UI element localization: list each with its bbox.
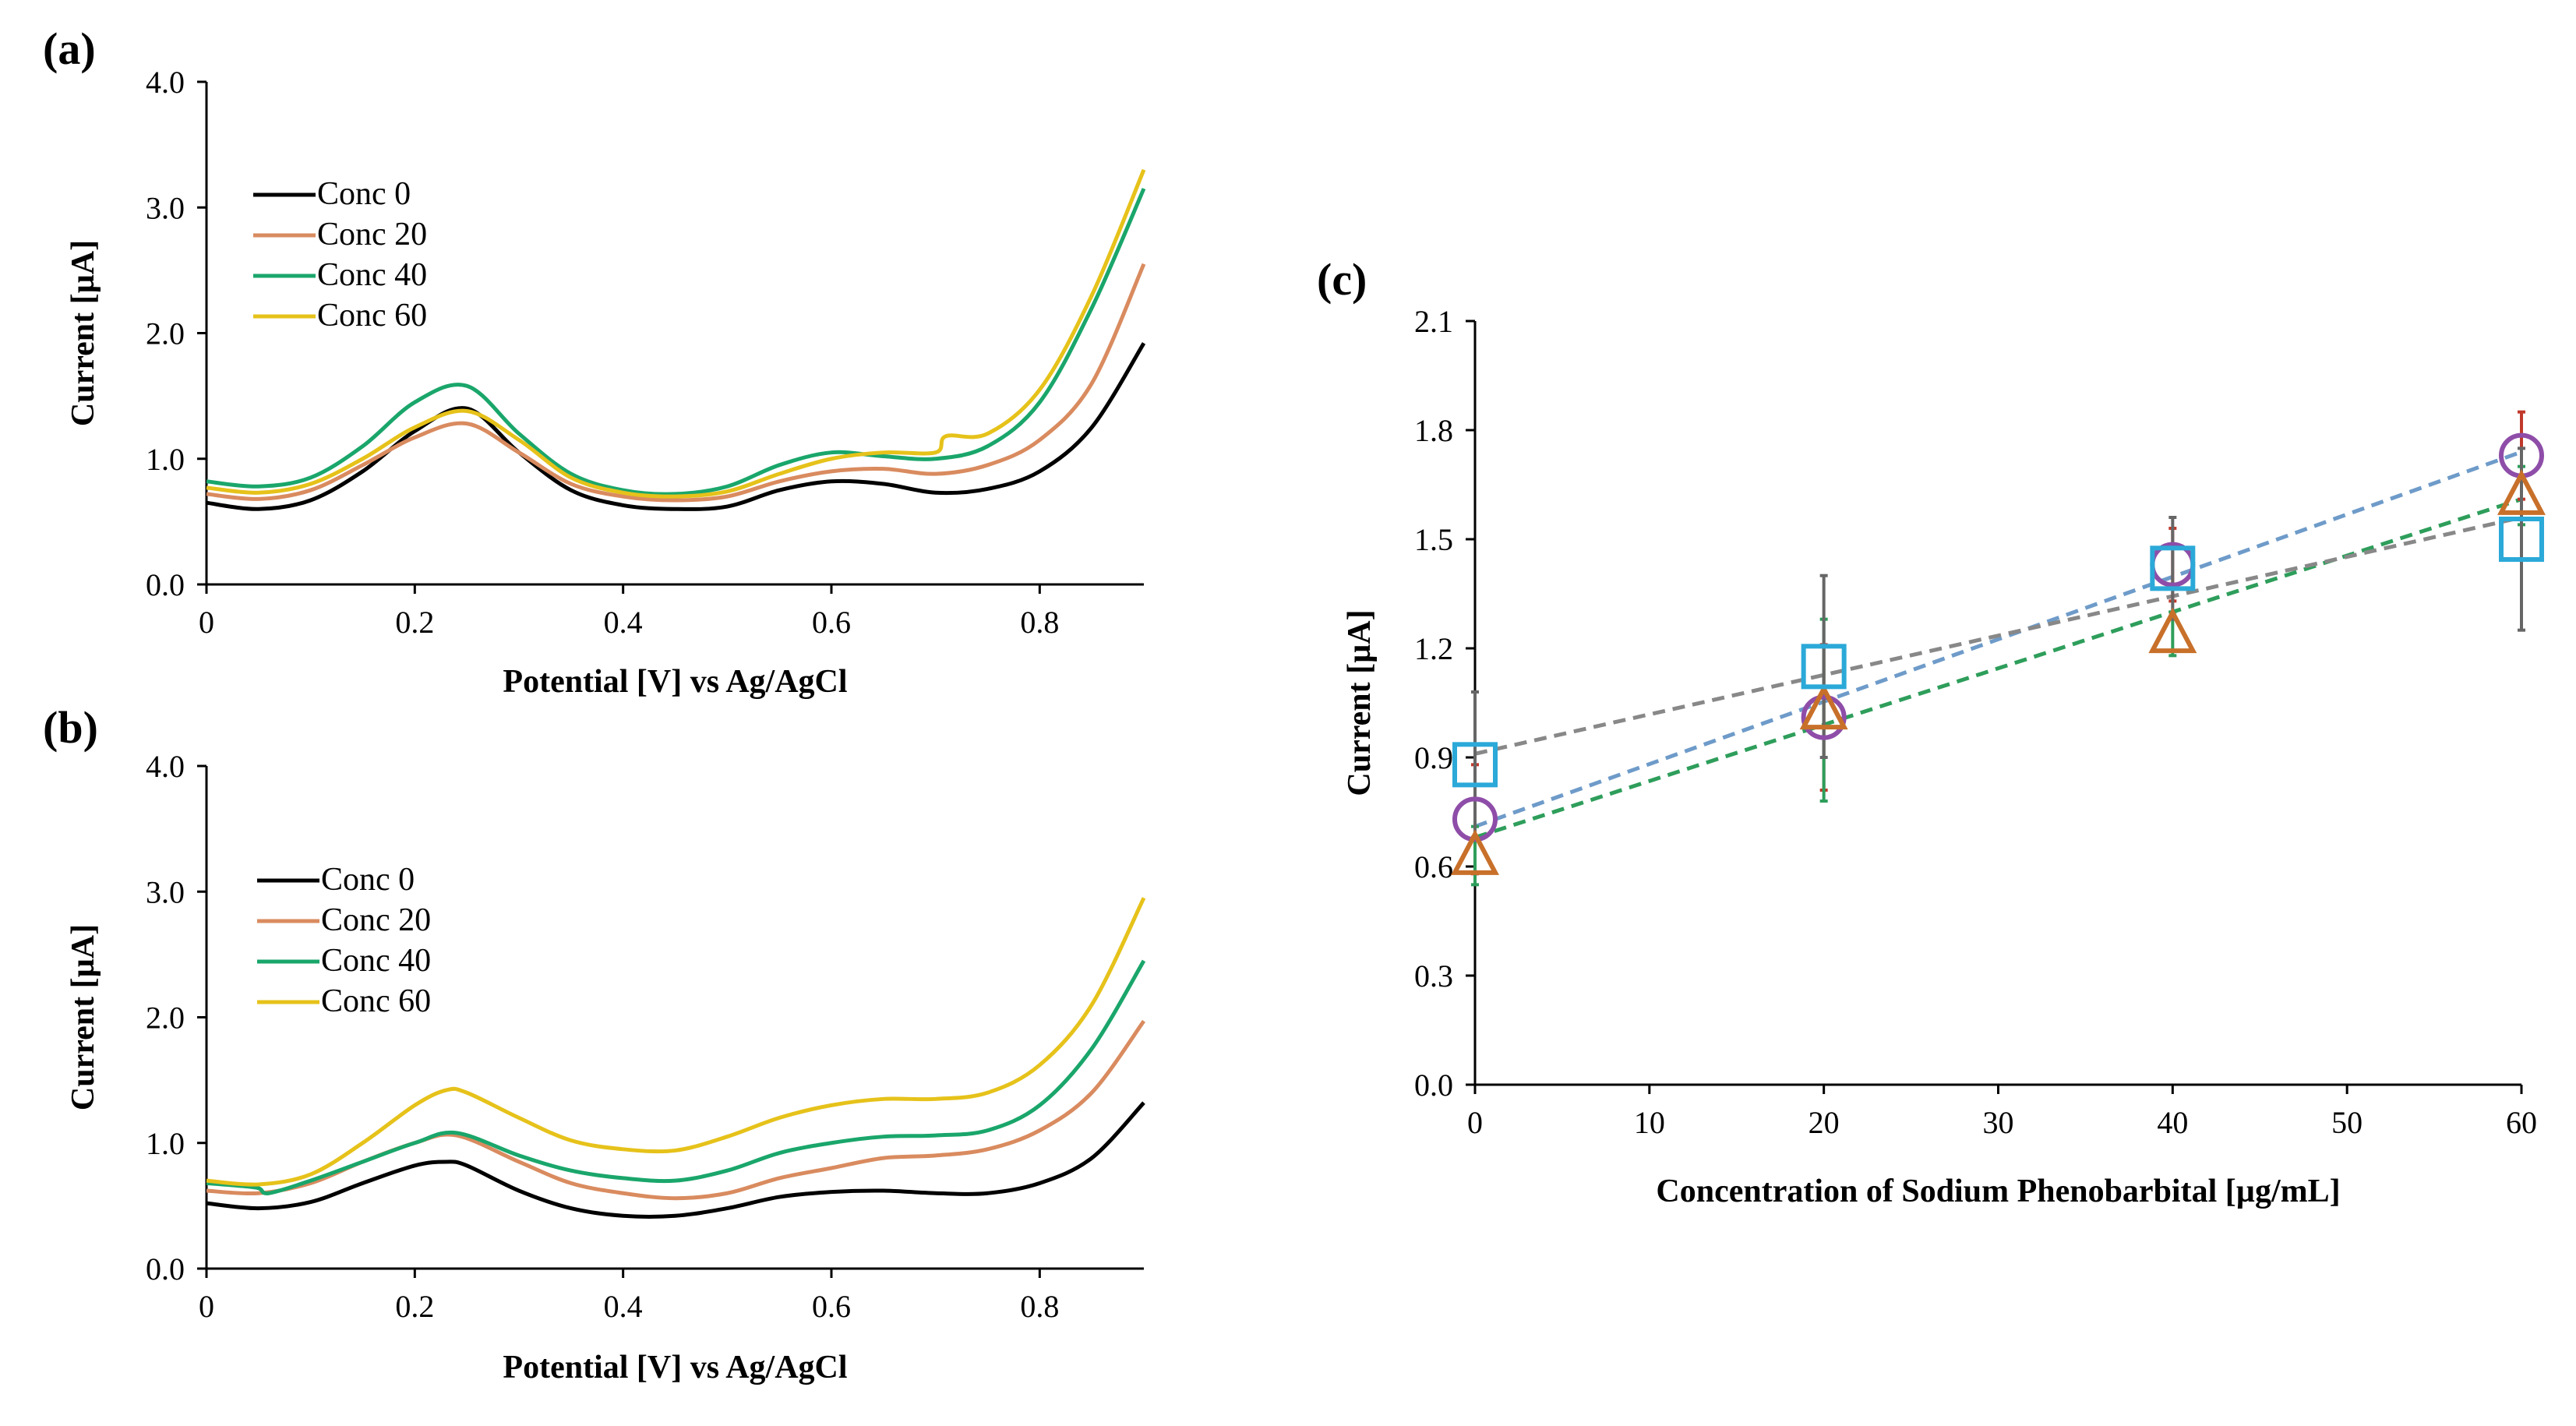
- marker-circle: [1801, 694, 1847, 740]
- x-tick-label: 0.6: [812, 605, 851, 640]
- y-tick-label: 1.0: [146, 1126, 185, 1161]
- marker-circle: [1452, 796, 1498, 842]
- y-tick-label: 0.0: [1414, 1068, 1453, 1103]
- marker-triangle: [2148, 607, 2197, 654]
- panel-a-y-axis-label: Current [µA]: [65, 240, 101, 426]
- panel-a-series: [206, 168, 1146, 511]
- y-tick-label: 1.0: [146, 442, 185, 477]
- series-line-conc-40: [206, 188, 1146, 496]
- y-tick-label: 2.0: [146, 316, 185, 351]
- x-tick-label: 0.4: [604, 1289, 643, 1324]
- x-tick-label: 20: [1808, 1105, 1840, 1140]
- series-line-conc-60: [206, 897, 1146, 1187]
- series-line-conc-20: [206, 263, 1146, 503]
- y-tick-label: 4.0: [146, 749, 185, 784]
- panel-b-series: [206, 897, 1146, 1219]
- panel-a-chart: (a) 0.01.02.03.04.00 0.2 0.4 0.6 0.8 Conc 0C…: [43, 23, 1146, 700]
- y-tick-label: 0.0: [146, 1251, 185, 1287]
- marker-triangle: [1799, 683, 1848, 730]
- legend-label: Conc 0: [317, 176, 411, 212]
- marker-triangle: [2497, 469, 2546, 515]
- panel-a-axes: 0.0 1.0 2.0 3.0 4.0 0 0.2 0.4 0.6 0.8: [146, 65, 1144, 640]
- series-line-conc-60: [206, 168, 1146, 499]
- x-tick-label: 0.6: [812, 1289, 851, 1324]
- y-tick-label: 4.0: [146, 65, 185, 100]
- x-tick-label: 0: [199, 605, 214, 640]
- y-tick-label: 2.0: [146, 1001, 185, 1036]
- panel-a-x-axis-label: Potential [V] vs Ag/AgCl: [503, 664, 847, 700]
- x-tick-label: 0.2: [395, 605, 434, 640]
- marker-square: [2150, 545, 2196, 591]
- panel-a-legend: Conc 0 Conc 20 Conc 40 Conc 60: [253, 176, 427, 334]
- panel-c-letter: (c): [1317, 254, 1367, 305]
- x-tick-label: 0.2: [395, 1289, 434, 1324]
- x-tick-label: 0.8: [1020, 1289, 1059, 1324]
- marker-square: [1801, 644, 1847, 690]
- x-tick-label: 0: [199, 1289, 214, 1324]
- series-line-conc-40: [206, 959, 1146, 1195]
- x-tick-label: 10: [1634, 1105, 1665, 1140]
- legend-label: Conc 40: [321, 943, 431, 979]
- y-tick-label: 1.5: [1414, 522, 1453, 557]
- panel-b-axes: 0.0 1.0 2.0 3.0 4.0 0 0.2 0.4 0.6 0.8: [146, 749, 1144, 1324]
- panel-c-series: [1451, 410, 2546, 887]
- x-tick-label: 0.8: [1020, 605, 1059, 640]
- y-tick-label: 3.0: [146, 874, 185, 909]
- panel-c-chart: (c) 0.0 0.3 0.6 0.9 1.2 1.5 1.8 2.1 0 10 20 30 40 50 6…: [1317, 254, 2546, 1209]
- y-tick-label: 0.9: [1414, 740, 1453, 775]
- series-line-conc-20: [206, 1019, 1146, 1201]
- legend-label: Conc 20: [317, 217, 427, 252]
- legend-label: Conc 60: [317, 298, 427, 334]
- y-tick-label: 2.1: [1414, 304, 1453, 339]
- panel-c-x-axis-label: Concentration of Sodium Phenobarbital [µ…: [1656, 1174, 2340, 1209]
- x-tick-label: 40: [2157, 1105, 2188, 1140]
- panel-b-x-axis-label: Potential [V] vs Ag/AgCl: [503, 1350, 847, 1385]
- legend-label: Conc 40: [317, 257, 427, 293]
- panel-c-axes: 0.0 0.3 0.6 0.9 1.2 1.5 1.8 2.1 0 10 20 30 40 50 60: [1414, 304, 2537, 1140]
- x-tick-label: 30: [1983, 1105, 2014, 1140]
- y-tick-label: 1.2: [1414, 631, 1453, 666]
- y-tick-label: 3.0: [146, 190, 185, 225]
- marker-triangle: [1451, 829, 1499, 875]
- panel-b-y-axis-label: Current [µA]: [65, 924, 101, 1110]
- trend-line-square: [1474, 515, 2522, 756]
- series-line-conc-0: [206, 1101, 1145, 1219]
- x-tick-label: 0: [1467, 1105, 1483, 1140]
- x-tick-label: 60: [2506, 1105, 2537, 1140]
- series-line-conc-0: [206, 342, 1146, 511]
- legend-label: Conc 20: [321, 902, 431, 938]
- y-tick-label: 0.6: [1414, 849, 1453, 884]
- marker-square: [1452, 742, 1498, 788]
- marker-square: [2499, 517, 2544, 562]
- panel-b-letter: (b): [43, 702, 98, 753]
- y-tick-label: 0.0: [146, 567, 185, 602]
- panel-c-y-axis-label: Current [µA]: [1342, 609, 1378, 796]
- panel-a-letter: (a): [43, 23, 96, 74]
- trend-line-circle: [1474, 450, 2522, 829]
- legend-label: Conc 0: [321, 862, 415, 898]
- trend-line-triangle: [1474, 497, 2522, 840]
- y-tick-label: 0.3: [1414, 958, 1453, 994]
- panel-b-chart: (b) 0.01.02.03.04.00 0.2 0.4 0.6 0.8 Conc 0C…: [43, 702, 1146, 1385]
- panel-b-legend: Conc 0 Conc 20 Conc 40 Conc 60: [257, 862, 431, 1019]
- legend-label: Conc 60: [321, 983, 431, 1019]
- x-tick-label: 50: [2331, 1105, 2363, 1140]
- y-tick-label: 1.8: [1414, 413, 1453, 448]
- x-tick-label: 0.4: [604, 605, 643, 640]
